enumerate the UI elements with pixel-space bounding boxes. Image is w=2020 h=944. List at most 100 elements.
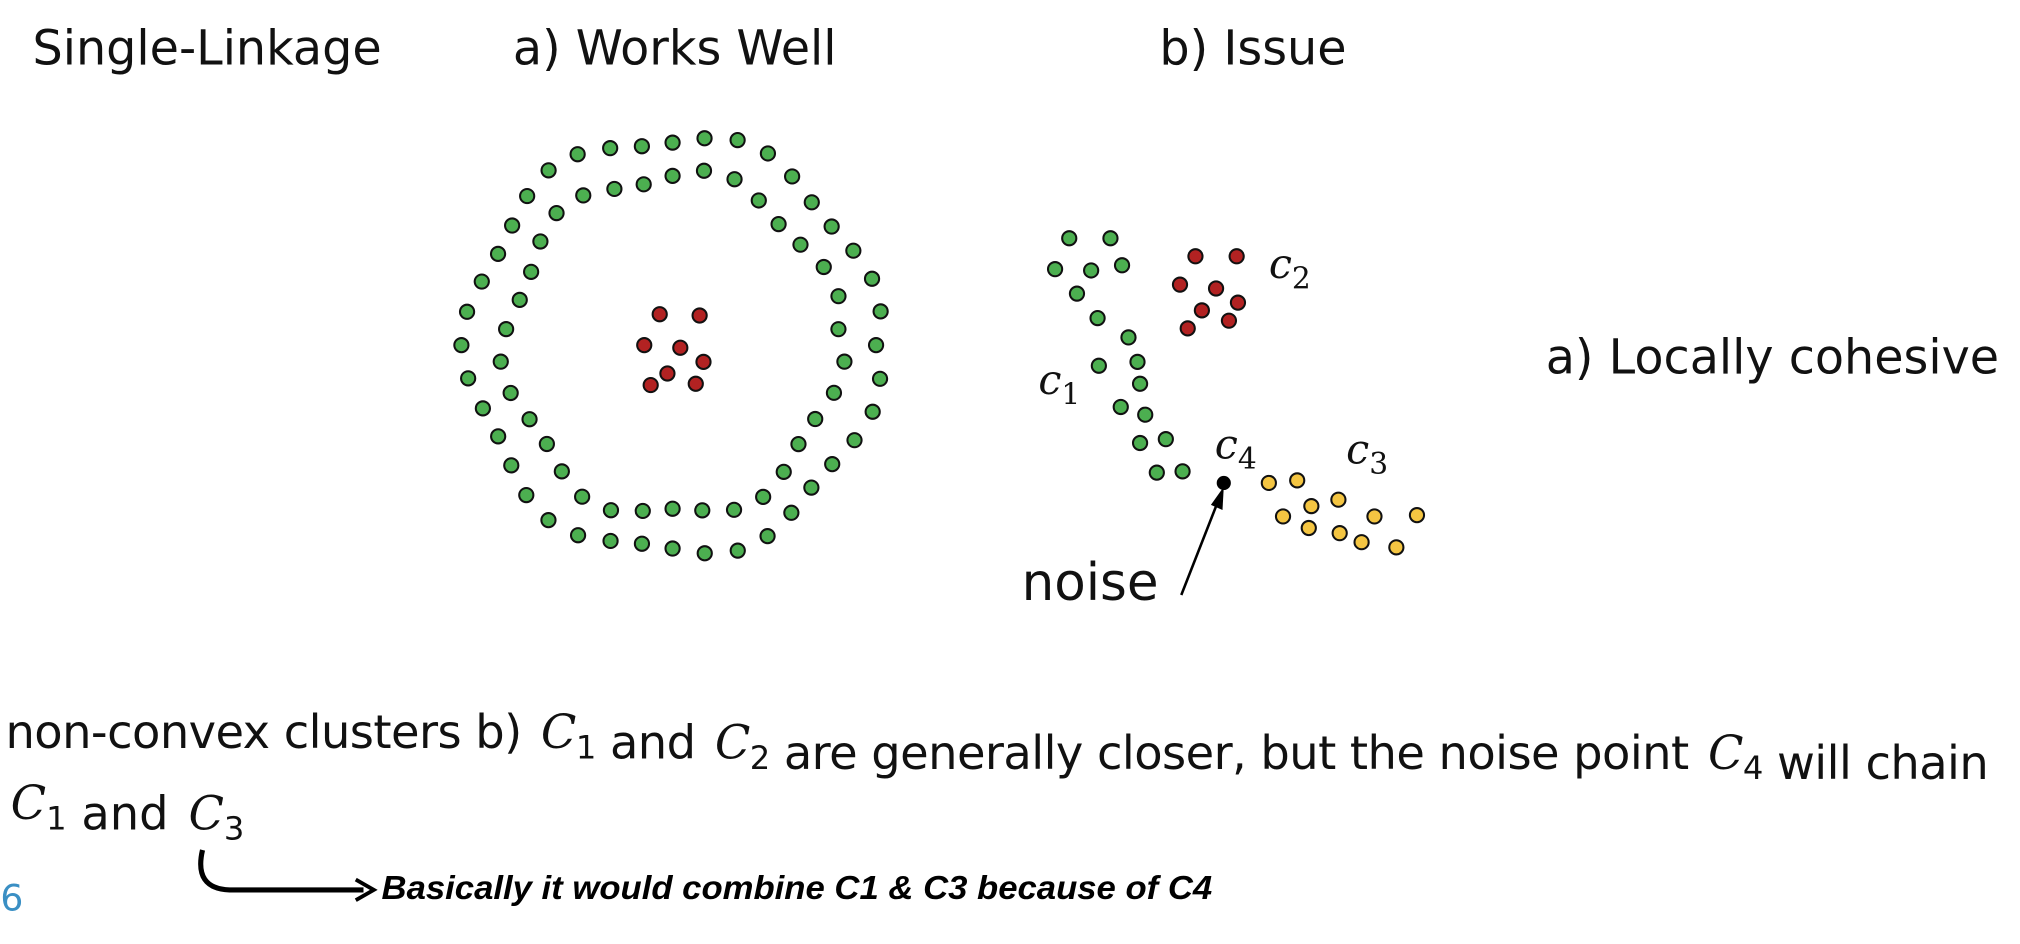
c3-dot (1330, 491, 1347, 508)
ring-dot (633, 138, 650, 155)
ring-dot (634, 502, 651, 520)
noise-label: noise (1022, 553, 1159, 613)
c1-dot (1113, 257, 1131, 274)
ring-dot (664, 134, 681, 151)
body-text: are generally closer, but the noise poin… (770, 726, 1704, 780)
body-text: non-convex clusters b) (5, 705, 536, 759)
body-line: non-convex clusters b) C1 and C2 are gen… (5, 705, 1988, 790)
ring-dot (803, 194, 820, 211)
ring-dot (846, 432, 863, 449)
ring-dot (538, 435, 555, 453)
ring-dot (574, 488, 591, 505)
c1-dot (1129, 353, 1146, 371)
math-sub: 3 (1369, 446, 1388, 481)
ring-dot (694, 502, 711, 519)
ring-dot (807, 410, 824, 428)
c3-dot (1260, 474, 1277, 492)
body-text: and (67, 786, 184, 840)
cluster-label: c3 (1346, 426, 1388, 481)
c3-dot (1303, 498, 1320, 515)
center-dot (642, 376, 659, 394)
noise-arrow-head (1210, 486, 1224, 510)
c1-dot (1068, 285, 1086, 302)
ring-dot (725, 501, 743, 518)
c3-dot (1388, 539, 1405, 556)
ring-dot (460, 370, 477, 387)
ring-dot (540, 162, 557, 179)
body-text: will chain (1763, 736, 1989, 790)
math-var: c (1215, 420, 1238, 468)
c2-dot (1229, 294, 1247, 311)
ring-dot (792, 236, 809, 253)
body-text: and (596, 716, 710, 770)
math-sub: 1 (46, 799, 66, 837)
ring-dot (633, 535, 651, 552)
ring-dot (825, 384, 843, 401)
ring-dot (602, 532, 619, 550)
ring-dot (759, 528, 776, 545)
ring-dot (790, 435, 807, 453)
c2-dot (1220, 312, 1238, 329)
math-sub: 1 (1061, 376, 1080, 411)
ring-dot (864, 403, 881, 420)
math-var: C (11, 776, 46, 830)
ring-dot (492, 353, 509, 370)
cluster-label: c4 (1215, 420, 1257, 475)
ring-dot (664, 167, 681, 185)
c1-dot (1174, 463, 1191, 480)
c3-dot (1300, 519, 1317, 537)
ring-dot (664, 540, 681, 557)
center-dot (659, 365, 676, 382)
ring-dot (473, 273, 490, 290)
ring-dot (696, 130, 713, 147)
ring-dot (872, 303, 889, 320)
c1-dot (1112, 398, 1129, 416)
center-dot (695, 353, 712, 371)
ring-dot (523, 263, 540, 280)
center-dot (636, 337, 653, 354)
c1-dot (1061, 230, 1078, 247)
ring-dot (664, 500, 681, 517)
ring-dot (823, 218, 840, 235)
ring-dot (521, 411, 538, 428)
c2-dot (1187, 248, 1204, 265)
scatter-illustration (453, 130, 1426, 562)
ring-dot (867, 337, 885, 354)
ring-dot (511, 291, 528, 309)
panel-b-title: b) Issue (1159, 21, 1346, 76)
ring-dot (750, 192, 767, 209)
ring-dot (824, 456, 841, 473)
ring-dot (729, 542, 746, 559)
math-var: c (1346, 426, 1369, 474)
ring-dot (569, 527, 587, 544)
ring-dot (503, 457, 520, 474)
ring-dot (635, 176, 652, 193)
ring-dot (695, 162, 713, 179)
c1-dot (1131, 434, 1149, 452)
math-var: C (1708, 726, 1743, 780)
c1-dot (1089, 309, 1106, 327)
ring-dot (504, 217, 521, 234)
c3-dot (1408, 507, 1426, 524)
ring-dot (489, 245, 507, 262)
ring-dot (755, 488, 772, 506)
ring-dot (458, 303, 476, 320)
ring-dot (696, 545, 713, 562)
c1-dot (1046, 261, 1064, 278)
center-dot (687, 375, 704, 392)
c2-dot (1228, 248, 1245, 265)
math-sub: 2 (1292, 260, 1311, 295)
noise-arrow (1180, 499, 1220, 596)
ring-dot (845, 242, 862, 259)
math-var: c (1038, 356, 1061, 404)
ring-dot (783, 504, 800, 521)
hook-arrow (198, 849, 364, 893)
c1-dot (1083, 262, 1100, 279)
ring-dot (575, 187, 592, 204)
ring-dot (784, 168, 801, 185)
noise-dot (1216, 475, 1231, 491)
math-sub: 1 (576, 729, 596, 767)
c3-dot (1366, 508, 1383, 525)
center-dot (672, 339, 689, 356)
